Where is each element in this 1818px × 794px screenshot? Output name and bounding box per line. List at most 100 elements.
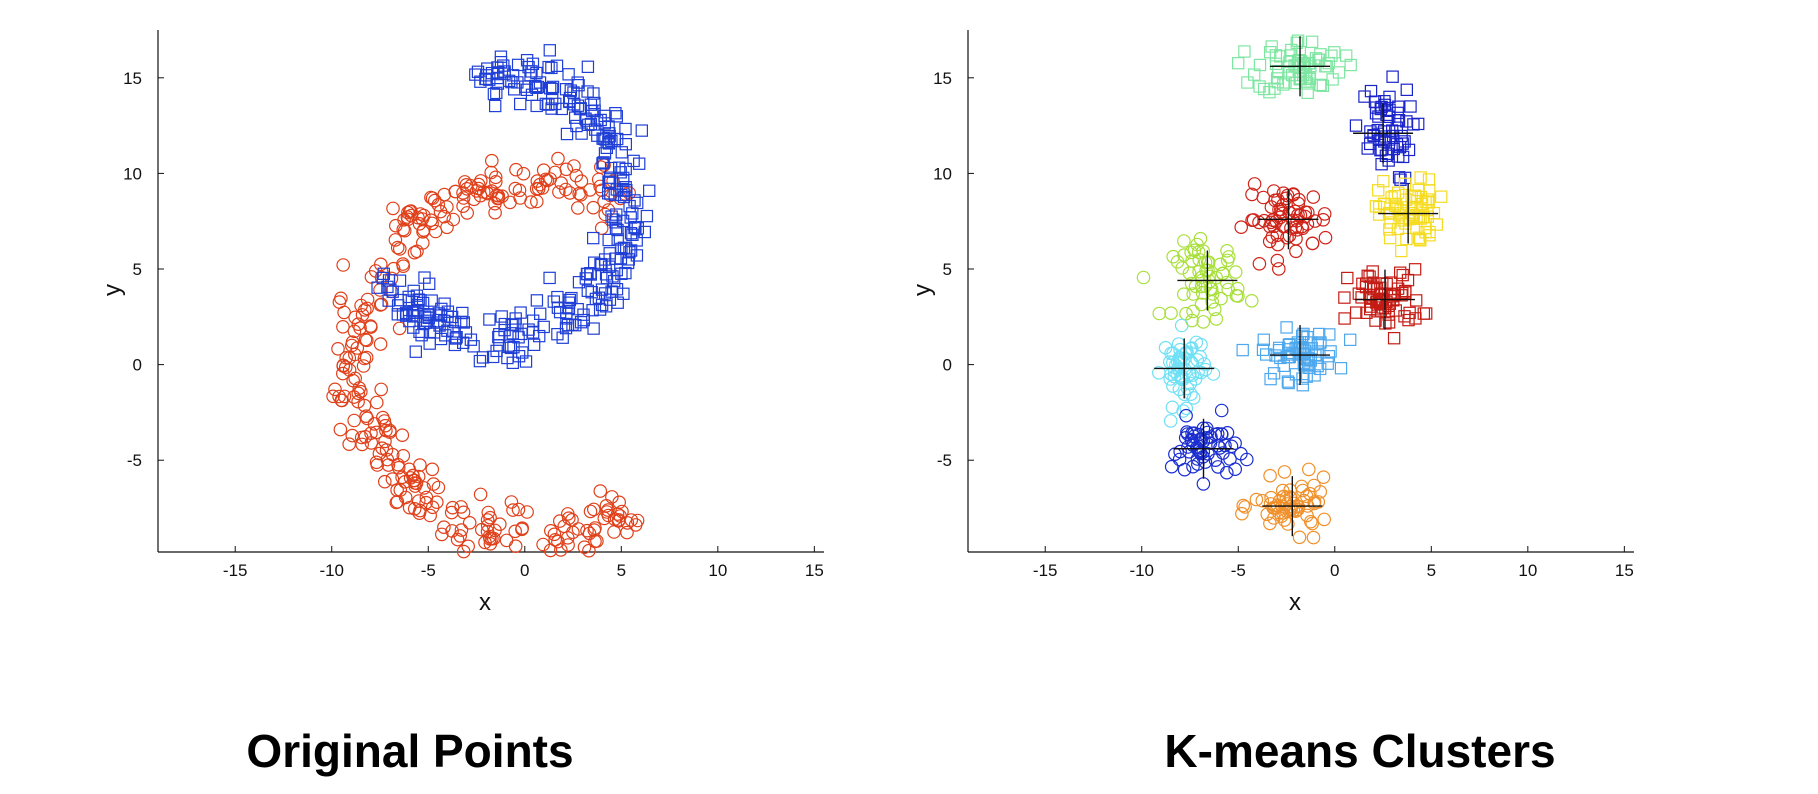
circle-point — [483, 532, 497, 546]
square-point — [1324, 345, 1337, 358]
square-point — [419, 310, 432, 323]
square-point — [621, 256, 635, 270]
square-point — [1305, 35, 1319, 49]
square-point — [1238, 45, 1251, 58]
circle-point — [620, 516, 635, 530]
x-tick-label: -10 — [319, 561, 344, 580]
circle-point — [1186, 391, 1201, 405]
square-point — [1312, 327, 1326, 341]
square-point — [609, 222, 623, 235]
square-point — [609, 216, 622, 229]
circle-point — [332, 389, 346, 404]
circle-point — [1220, 244, 1234, 258]
square-point — [581, 60, 595, 74]
square-point — [422, 308, 435, 322]
square-point — [1325, 49, 1338, 62]
circle-point — [1174, 318, 1189, 333]
circle-point — [390, 483, 404, 497]
circle-point — [1316, 470, 1331, 484]
circle-point — [456, 186, 470, 200]
circle-point — [593, 160, 608, 174]
square-point — [1382, 316, 1396, 329]
circle-point — [1196, 244, 1210, 258]
square-point — [572, 276, 586, 289]
circle-point — [1164, 459, 1179, 474]
circle-point — [1194, 446, 1208, 461]
circle-point — [515, 521, 529, 535]
square-point — [559, 321, 573, 335]
circle-point — [1279, 191, 1293, 206]
square-point — [1380, 108, 1393, 121]
square-point — [1334, 362, 1348, 375]
circle-point — [440, 220, 454, 235]
square-point — [1369, 107, 1383, 120]
circle-point — [1235, 506, 1249, 521]
circle-point — [337, 305, 351, 320]
square-point — [1398, 177, 1412, 190]
circle-point — [1179, 408, 1193, 423]
square-point — [1371, 184, 1385, 197]
square-point — [1270, 72, 1284, 85]
circle-point — [390, 240, 405, 255]
circle-point — [1178, 430, 1193, 445]
circle-point — [380, 452, 395, 467]
circle-point — [1164, 306, 1178, 320]
circle-point — [1198, 255, 1213, 270]
square-point — [526, 314, 540, 327]
square-point — [604, 161, 618, 175]
kmeans-clusters-markers — [1136, 34, 1448, 545]
circle-point — [342, 437, 356, 451]
square-point — [464, 333, 478, 346]
circle-point — [1216, 266, 1230, 281]
circle-point — [434, 527, 449, 542]
square-point — [473, 354, 487, 368]
circle-point — [377, 474, 392, 489]
square-point — [560, 306, 573, 320]
square-point — [1383, 223, 1396, 236]
circle-point — [445, 500, 460, 515]
square-point — [1231, 56, 1245, 70]
square-point — [568, 111, 582, 124]
square-point — [1390, 138, 1404, 151]
x-tick-label: -15 — [1033, 561, 1058, 580]
square-point — [511, 58, 525, 72]
square-point — [377, 267, 391, 281]
circle-point — [1265, 213, 1280, 227]
square-point — [604, 187, 617, 200]
circle-point — [1262, 234, 1277, 249]
circle-point — [456, 544, 471, 559]
square-point — [1409, 294, 1423, 307]
circle-point — [474, 522, 489, 537]
square-point — [553, 305, 567, 319]
square-point — [1383, 297, 1396, 310]
square-point — [560, 127, 574, 141]
square-point — [1297, 358, 1311, 372]
circle-point — [411, 469, 426, 484]
square-point — [1311, 359, 1324, 373]
square-point — [476, 351, 490, 364]
circle-point — [1166, 249, 1180, 264]
square-point — [555, 102, 569, 116]
circle-point — [413, 458, 427, 472]
circle-point — [530, 174, 545, 188]
circle-point — [460, 182, 474, 196]
square-point — [1361, 142, 1374, 155]
square-point — [581, 284, 595, 298]
circle-point — [359, 333, 374, 348]
circle-point — [1210, 426, 1225, 441]
y-tick-label: 5 — [943, 260, 952, 279]
square-point — [1271, 75, 1284, 89]
circle-point — [423, 508, 437, 523]
circle-point — [360, 292, 375, 307]
circle-point — [1306, 190, 1321, 204]
circle-point — [484, 165, 498, 180]
circle-point — [425, 500, 440, 515]
circle-point — [1277, 513, 1292, 527]
circle-point — [1230, 281, 1245, 296]
circle-point — [561, 538, 575, 552]
square-point — [447, 325, 460, 338]
circle-point — [1228, 436, 1242, 450]
square-point — [513, 97, 527, 111]
square-point — [1311, 337, 1324, 351]
square-point — [533, 307, 547, 321]
